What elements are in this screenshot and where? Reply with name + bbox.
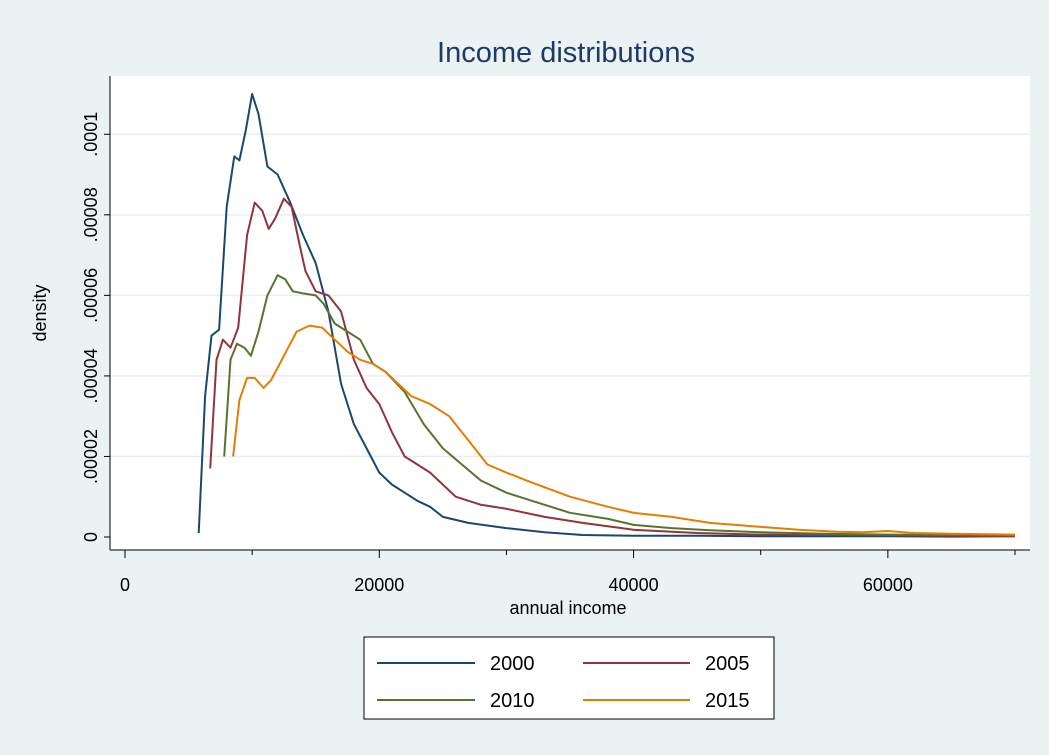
legend-label-2005: 2005 [705,653,750,675]
series-line-2015 [232,324,1016,536]
legend-label-2010: 2010 [490,690,535,712]
y-tick-label: 0 [81,532,101,542]
legend-label-2000: 2000 [490,653,535,675]
legend-label-2015: 2015 [705,690,750,712]
y-tick-label: .00008 [81,187,101,242]
x-tick-label: 20000 [354,575,404,595]
x-axis: 0 20000 40000 60000 [110,549,1030,595]
y-axis: 0 .00002 .00004 .00006 .00008 .0001 [81,76,111,550]
series-line-2000 [197,93,1016,538]
y-tick-label: .00002 [81,429,101,484]
chart-title: Income distributions [437,37,695,69]
x-axis-title: annual income [509,598,626,618]
x-tick-label: 40000 [609,575,659,595]
x-tick-label: 0 [120,575,130,595]
y-axis-title: density [30,284,50,341]
series-layer [197,93,1016,538]
y-tick-label: .0001 [81,112,101,157]
legend: 2000 2005 2010 2015 [377,653,750,712]
y-tick-label: .00006 [81,268,101,323]
y-tick-label: .00004 [81,348,101,403]
x-tick-label: 60000 [863,575,913,595]
series-line-2005 [209,197,1016,538]
legend-box [363,636,775,720]
plot-region [110,76,1030,550]
